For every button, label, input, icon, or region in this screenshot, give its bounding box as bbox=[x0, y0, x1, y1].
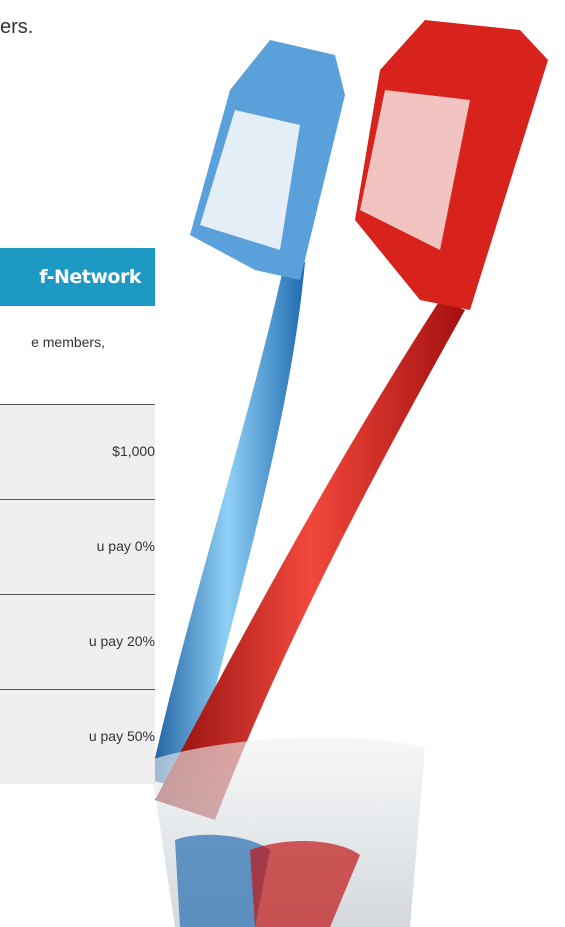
table-header: f-Network bbox=[0, 248, 155, 306]
table-note: e members, bbox=[0, 334, 155, 350]
page: ers. f-Network e members, $1,000 u pay 0… bbox=[0, 0, 565, 927]
table-row: u pay 20% bbox=[0, 594, 155, 689]
table-row: u pay 50% bbox=[0, 689, 155, 784]
intro-text: ers. bbox=[0, 16, 33, 39]
table-row: u pay 0% bbox=[0, 499, 155, 594]
table-row: $1,000 bbox=[0, 404, 155, 499]
